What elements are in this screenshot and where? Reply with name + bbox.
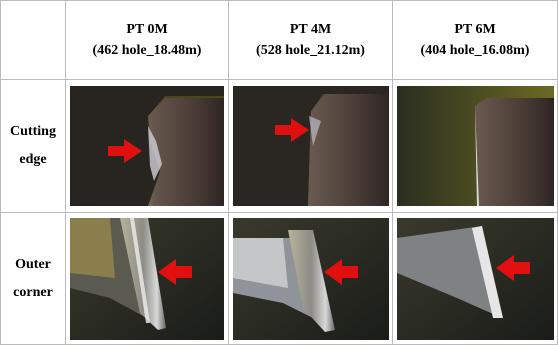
column-subtitle: (404 hole_16.08m) — [421, 40, 530, 61]
photo — [397, 86, 554, 206]
header-cell: PT 0M (462 hole_18.48m) — [66, 0, 229, 80]
header-cell: PT 6M (404 hole_16.08m) — [393, 0, 558, 80]
photo — [397, 218, 554, 340]
corner-cell — [0, 0, 66, 80]
column-title: PT 6M — [454, 19, 495, 40]
photo — [70, 218, 224, 340]
photo — [233, 86, 389, 206]
header-cell: PT 4M (528 hole_21.12m) — [229, 0, 393, 80]
column-title: PT 0M — [126, 19, 167, 40]
photo — [233, 218, 389, 340]
figure-table: PT 0M (462 hole_18.48m) PT 4M (528 hole_… — [0, 0, 558, 345]
photo — [70, 86, 224, 206]
column-subtitle: (528 hole_21.12m) — [256, 40, 365, 61]
row-label: Outer corner — [0, 213, 66, 345]
column-subtitle: (462 hole_18.48m) — [93, 40, 202, 61]
row-label: Cutting edge — [0, 80, 66, 213]
column-title: PT 4M — [290, 19, 331, 40]
